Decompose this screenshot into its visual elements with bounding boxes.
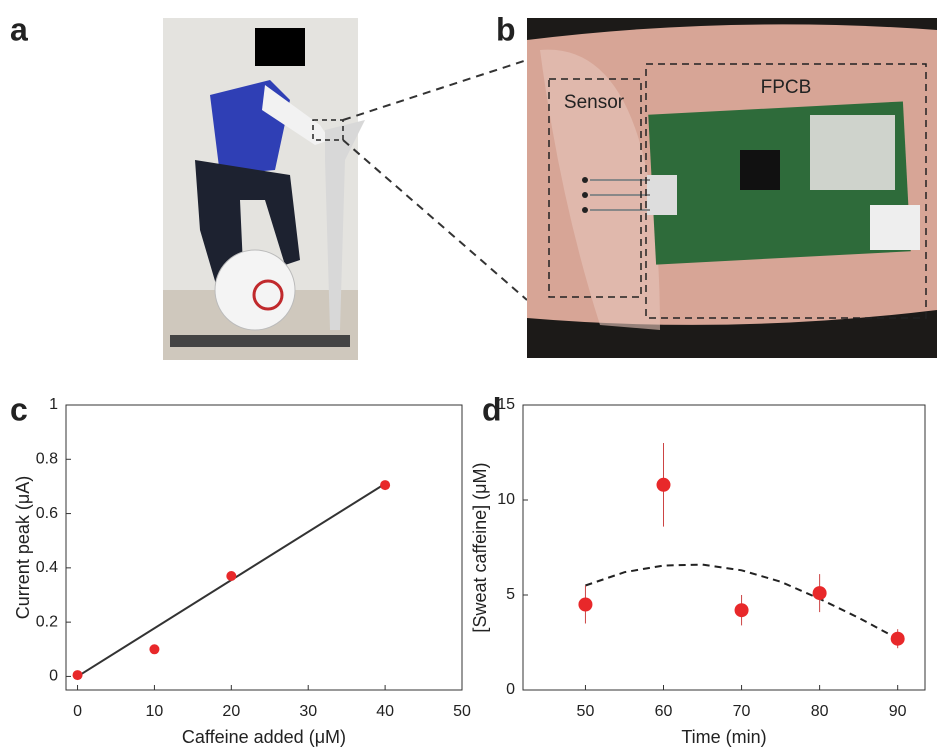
data-point [578, 598, 592, 612]
fpcb-label: FPCB [761, 77, 812, 98]
photo-b: Sensor FPCB [527, 18, 937, 358]
x-tick-label: 20 [222, 703, 240, 720]
panel-label: c [10, 391, 28, 427]
x-axis-label: Caffeine added (μM) [182, 727, 346, 747]
y-axis-label: [Sweat caffeine] (μM) [470, 462, 490, 632]
y-tick-label: 1 [49, 396, 58, 413]
x-tick-label: 50 [453, 703, 471, 720]
panel-label: b [496, 11, 516, 47]
x-tick-label: 0 [73, 703, 82, 720]
x-tick-label: 60 [655, 703, 673, 720]
y-tick-label: 10 [497, 491, 515, 508]
y-axis-label: Current peak (μA) [13, 476, 33, 619]
data-point [380, 480, 390, 490]
data-point [657, 478, 671, 492]
zoom-line [343, 60, 527, 120]
x-tick-label: 30 [299, 703, 317, 720]
y-tick-label: 5 [506, 586, 515, 603]
data-point [226, 571, 236, 581]
zoom-line [343, 140, 527, 300]
x-tick-label: 10 [146, 703, 164, 720]
data-point [813, 586, 827, 600]
y-tick-label: 0.8 [36, 451, 58, 468]
x-tick-label: 50 [577, 703, 595, 720]
y-tick-label: 0 [506, 681, 515, 698]
x-tick-label: 70 [733, 703, 751, 720]
data-point [891, 632, 905, 646]
figure: Sensor FPCB a b c d 0102030405000.20.40.… [0, 0, 937, 751]
data-point [73, 670, 83, 680]
sensor-label: Sensor [564, 92, 625, 113]
photo-a [163, 18, 365, 360]
panel-label: a [10, 11, 28, 47]
x-tick-label: 40 [376, 703, 394, 720]
y-tick-label: 0.2 [36, 613, 58, 630]
y-tick-label: 15 [497, 396, 515, 413]
data-point [149, 644, 159, 654]
y-tick-label: 0 [49, 668, 58, 685]
y-tick-label: 0.6 [36, 505, 58, 522]
y-tick-label: 0.4 [36, 559, 58, 576]
plot-frame [523, 405, 925, 690]
x-tick-label: 80 [811, 703, 829, 720]
x-axis-label: Time (min) [681, 727, 766, 747]
x-tick-label: 90 [889, 703, 907, 720]
data-point [735, 603, 749, 617]
